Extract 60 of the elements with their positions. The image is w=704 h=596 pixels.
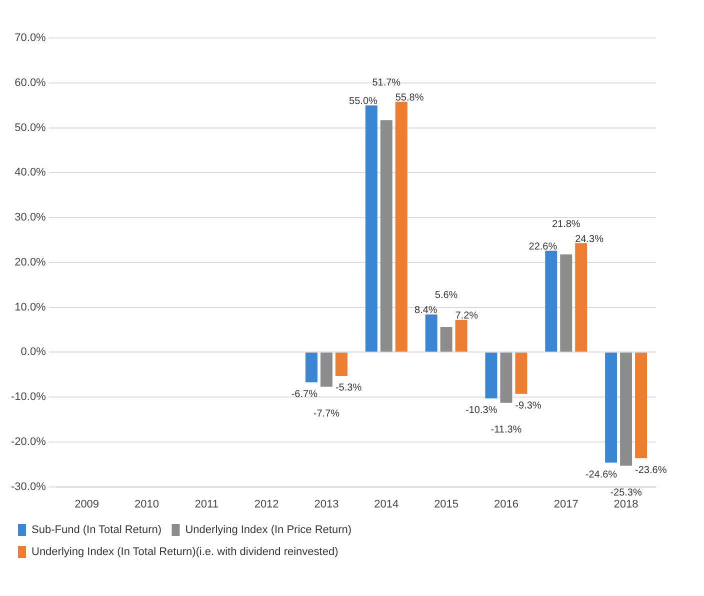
data-label: -11.3% (490, 424, 522, 436)
legend-label: Underlying Index (In Price Return) (185, 524, 352, 536)
y-tick-label: -30.0% (10, 480, 46, 493)
y-tick-label: 40.0% (14, 166, 46, 179)
bar (605, 352, 618, 463)
data-label: -23.6% (635, 464, 667, 476)
bar (440, 327, 452, 352)
bar (395, 102, 408, 352)
bar (620, 352, 632, 466)
x-tick-label: 2017 (554, 498, 578, 510)
y-tick-label: 0.0% (20, 346, 46, 358)
data-label: -9.3% (515, 400, 542, 412)
bar (365, 105, 378, 352)
data-label: -7.7% (313, 408, 340, 420)
y-tick-label: 10.0% (14, 301, 46, 314)
x-tick-label: 2018 (614, 498, 638, 510)
bar (560, 254, 572, 352)
data-label: -6.7% (291, 388, 318, 400)
y-tick-label: 20.0% (14, 256, 46, 268)
x-tick-label: 2013 (314, 498, 339, 510)
bar (485, 352, 498, 398)
bar (545, 250, 558, 352)
bar (380, 120, 392, 352)
bar (320, 352, 332, 387)
data-label: 55.8% (395, 92, 424, 104)
y-tick-label: -20.0% (10, 436, 46, 448)
x-tick-label: 2015 (434, 498, 459, 510)
data-label: 21.8% (552, 218, 580, 230)
y-tick-label: 30.0% (14, 212, 46, 224)
y-tick-label: 70.0% (14, 32, 46, 44)
data-label: -5.3% (335, 382, 362, 394)
x-tick-label: 2014 (374, 498, 399, 510)
bar (425, 314, 438, 352)
data-label: 22.6% (528, 241, 558, 252)
bar (455, 320, 468, 352)
y-tick-label: -10.0% (10, 391, 46, 404)
bar (306, 352, 318, 382)
data-label: -24.6% (585, 469, 618, 480)
x-tick-label: 2009 (74, 498, 100, 510)
x-tick-label: 2016 (494, 498, 518, 510)
bar (575, 243, 588, 352)
data-label: 55.0% (349, 96, 378, 108)
data-label: 7.2% (455, 310, 478, 322)
y-tick-label: 60.0% (14, 76, 46, 89)
x-tick-label: 2012 (254, 498, 279, 510)
legend-label: Sub-Fund (In Total Return) (32, 524, 162, 536)
bar (500, 352, 512, 403)
data-label: 24.3% (575, 234, 604, 245)
bar (515, 352, 528, 394)
bar (635, 352, 648, 458)
bar (335, 352, 348, 376)
x-tick-label: 2011 (194, 498, 218, 510)
legend-label: Underlying Index (In Total Return)(i.e. with dividend reinvested) (32, 546, 338, 558)
data-label: 51.7% (372, 77, 401, 88)
data-label: -10.3% (466, 405, 498, 416)
y-tick-label: 50.0% (14, 122, 46, 134)
data-label: -25.3% (610, 487, 642, 498)
x-tick-label: 2010 (134, 498, 159, 510)
data-label: 8.4% (414, 305, 438, 316)
data-label: 5.6% (434, 290, 458, 302)
